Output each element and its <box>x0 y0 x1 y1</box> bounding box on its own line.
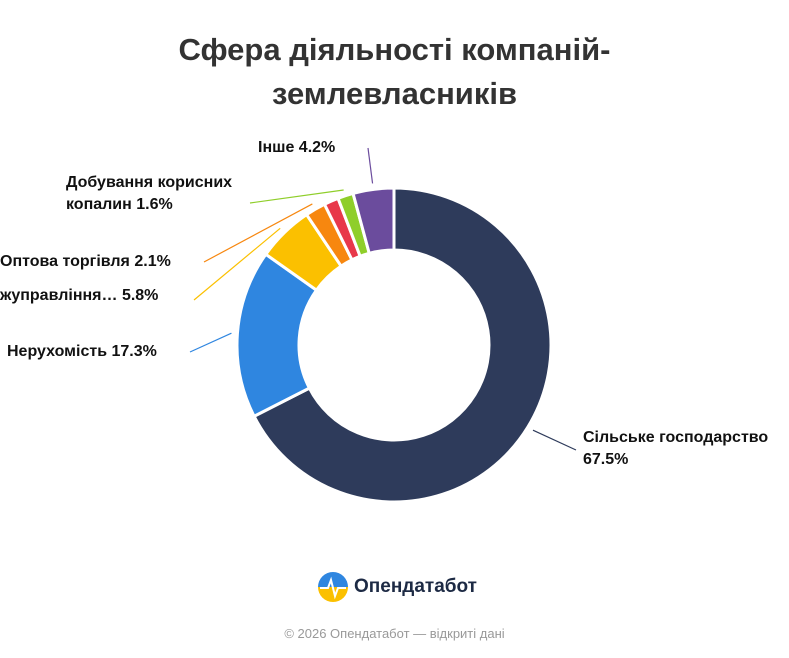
label-value: 17.3% <box>111 343 157 360</box>
label-value: 5.8% <box>121 287 159 304</box>
label-name: Інше <box>258 139 295 156</box>
data-label: Добування корисних копалин 1.6% <box>66 172 242 216</box>
data-label: Оптова торгівля 2.1% <box>0 251 210 273</box>
leader-line <box>189 332 232 353</box>
logo-wave <box>320 576 346 600</box>
data-label: Нерухомість 17.3% <box>7 341 207 363</box>
leader-line <box>249 189 344 204</box>
donut-slice <box>351 186 396 255</box>
data-label: Сільське господарство 67.5% <box>583 427 783 471</box>
copyright: © 2026 Опендатабот — відкриті дані <box>284 626 505 641</box>
label-name: Сільське господарство <box>583 429 769 446</box>
data-label: жуправління… 5.8% <box>0 285 200 307</box>
leader-line <box>203 203 313 263</box>
label-name: Нерухомість <box>7 343 108 360</box>
leader-line <box>532 429 577 451</box>
leader-line <box>193 227 281 301</box>
brand: Опендатабот <box>354 576 477 597</box>
label-name: Добування корисних копалин <box>66 174 233 213</box>
leader-line <box>367 147 374 184</box>
label-name: Оптова торгівля <box>0 253 130 270</box>
label-value: 1.6% <box>136 196 173 213</box>
title-box: Сфера діяльності компаній-землевласників <box>0 28 789 116</box>
label-value: 67.5% <box>583 451 629 468</box>
donut-slice <box>252 186 553 504</box>
label-value: 4.2% <box>298 139 336 156</box>
chart-title: Сфера діяльності компаній-землевласників <box>178 32 611 111</box>
data-label: Інше 4.2% <box>258 137 378 159</box>
label-value: 2.1% <box>134 253 171 270</box>
label-name: жуправління… <box>0 287 118 304</box>
